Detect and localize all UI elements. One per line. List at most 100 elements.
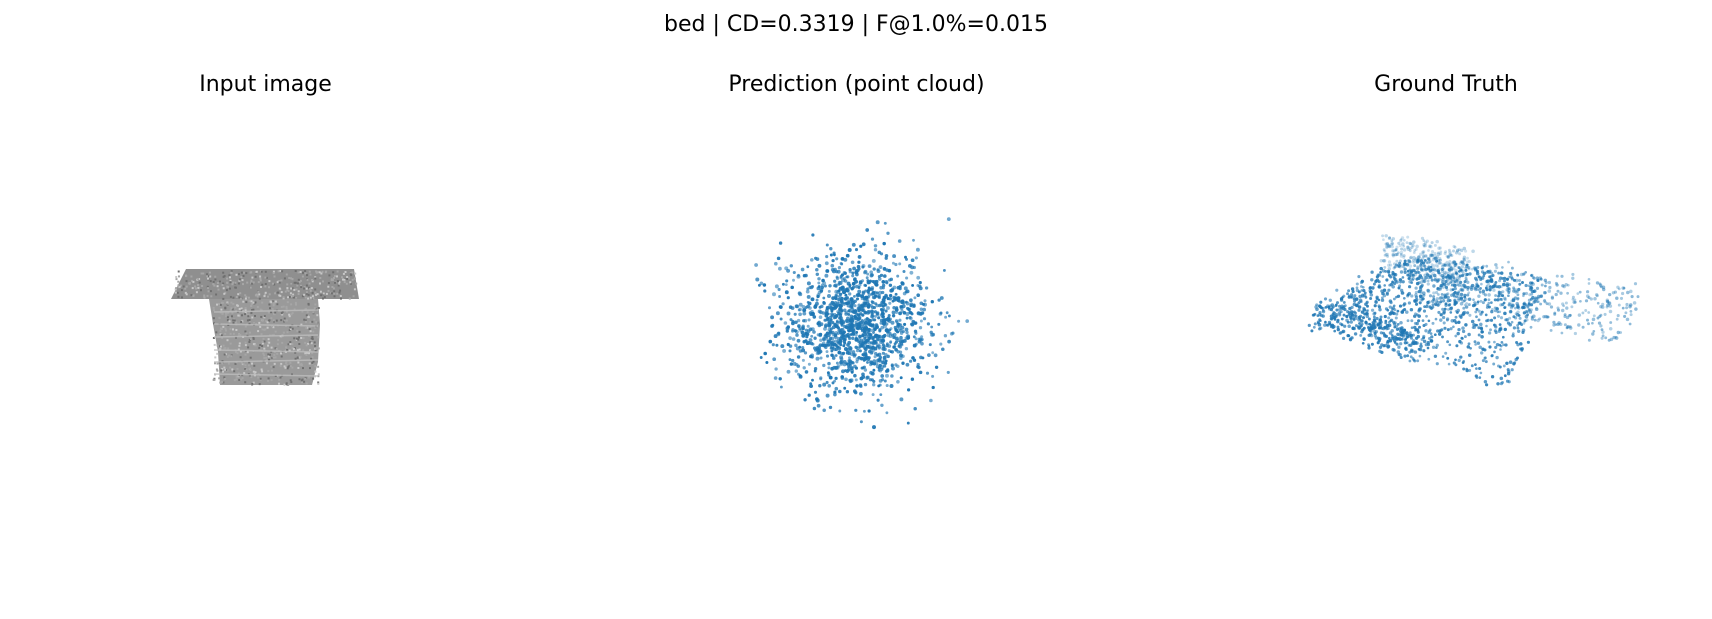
prediction-point: [879, 285, 883, 290]
input-pixel: [263, 347, 266, 350]
prediction-point: [802, 274, 807, 278]
input-pixel: [282, 296, 285, 299]
input-pixel: [310, 287, 313, 290]
ground-truth-point: [1499, 297, 1503, 301]
input-pixel: [290, 287, 293, 290]
input-pixel: [272, 304, 275, 307]
ground-truth-point: [1481, 289, 1486, 293]
ground-truth-point: [1494, 280, 1498, 284]
prediction-point: [944, 315, 948, 319]
input-pixel: [267, 355, 270, 358]
ground-truth-point: [1412, 358, 1416, 362]
input-pixel: [297, 367, 300, 369]
prediction-point: [839, 360, 843, 365]
input-pixel: [301, 295, 304, 298]
ground-truth-point: [1540, 283, 1544, 287]
ground-truth-point: [1559, 291, 1563, 295]
input-pixel: [258, 321, 261, 324]
ground-truth-point: [1428, 337, 1431, 340]
prediction-point: [864, 331, 868, 335]
ground-truth-point: [1413, 321, 1417, 325]
ground-truth-point: [1395, 295, 1398, 299]
input-pixel: [190, 275, 193, 278]
prediction-point: [863, 347, 868, 352]
prediction-point: [873, 244, 878, 248]
ground-truth-point: [1455, 272, 1459, 276]
ground-truth-point: [1335, 288, 1339, 292]
prediction-point: [797, 273, 800, 277]
ground-truth-point: [1564, 282, 1568, 287]
input-pixel: [244, 313, 247, 316]
ground-truth-point: [1459, 260, 1463, 264]
prediction-point: [857, 267, 861, 271]
ground-truth-point: [1508, 301, 1511, 305]
ground-truth-point: [1457, 276, 1461, 280]
ground-truth-point: [1430, 241, 1434, 245]
ground-truth-point: [1430, 253, 1434, 257]
prediction-point: [900, 309, 904, 313]
input-pixel: [238, 344, 241, 347]
prediction-point: [839, 304, 843, 308]
input-pixel: [286, 367, 289, 370]
ground-truth-point: [1405, 310, 1409, 314]
ground-truth-point: [1499, 316, 1504, 320]
ground-truth-point: [1431, 303, 1435, 307]
prediction-point: [864, 318, 868, 322]
input-pixel: [289, 343, 292, 345]
ground-truth-point: [1565, 326, 1569, 330]
ground-truth-point: [1517, 306, 1521, 310]
prediction-point: [828, 340, 832, 344]
ground-truth-point: [1462, 257, 1465, 261]
input-pixel: [270, 317, 273, 320]
input-pixel: [298, 343, 301, 345]
prediction-point: [818, 305, 822, 309]
input-pixel: [323, 296, 326, 299]
ground-truth-point: [1457, 248, 1461, 252]
input-pixel: [225, 289, 228, 292]
prediction-point: [791, 328, 795, 332]
ground-truth-point: [1430, 253, 1434, 257]
input-pixel: [301, 275, 304, 278]
ground-truth-point: [1479, 277, 1483, 281]
prediction-point: [913, 296, 917, 300]
ground-truth-point: [1379, 259, 1384, 263]
panel-input-image: Input image: [0, 62, 531, 619]
input-pixel: [226, 316, 229, 319]
prediction-point: [851, 330, 855, 333]
ground-truth-point: [1502, 364, 1506, 368]
ground-truth-point: [1479, 371, 1483, 375]
ground-truth-point: [1393, 272, 1398, 277]
ground-truth-point: [1478, 345, 1482, 350]
ground-truth-point: [1439, 300, 1443, 304]
ground-truth-point: [1604, 336, 1608, 340]
ground-truth-point: [1417, 314, 1421, 318]
panel-title-prediction: Prediction (point cloud): [728, 72, 985, 97]
input-pixel: [230, 271, 233, 274]
prediction-point: [792, 270, 796, 275]
ground-truth-point: [1404, 332, 1408, 336]
prediction-point: [798, 345, 802, 349]
prediction-point: [939, 342, 943, 346]
prediction-point: [899, 397, 904, 402]
prediction-point: [785, 329, 789, 333]
input-pixel: [261, 283, 264, 286]
prediction-point: [830, 353, 834, 357]
ground-truth-point: [1464, 277, 1468, 281]
ground-truth-point: [1504, 343, 1508, 347]
input-pixel: [268, 303, 271, 306]
ground-truth-point: [1391, 307, 1394, 311]
ground-truth-point: [1566, 324, 1570, 329]
ground-truth-point: [1480, 351, 1484, 355]
input-pixel: [314, 370, 317, 373]
ground-truth-point: [1430, 253, 1434, 258]
prediction-point: [861, 242, 866, 247]
ground-truth-point: [1414, 247, 1418, 251]
ground-truth-point: [1493, 298, 1497, 302]
input-pixel: [312, 377, 315, 380]
input-pixel: [303, 287, 306, 290]
ground-truth-point: [1497, 271, 1501, 275]
input-pixel: [300, 286, 303, 289]
ground-truth-point: [1387, 244, 1392, 249]
ground-truth-point: [1361, 316, 1366, 320]
prediction-point: [919, 301, 924, 306]
